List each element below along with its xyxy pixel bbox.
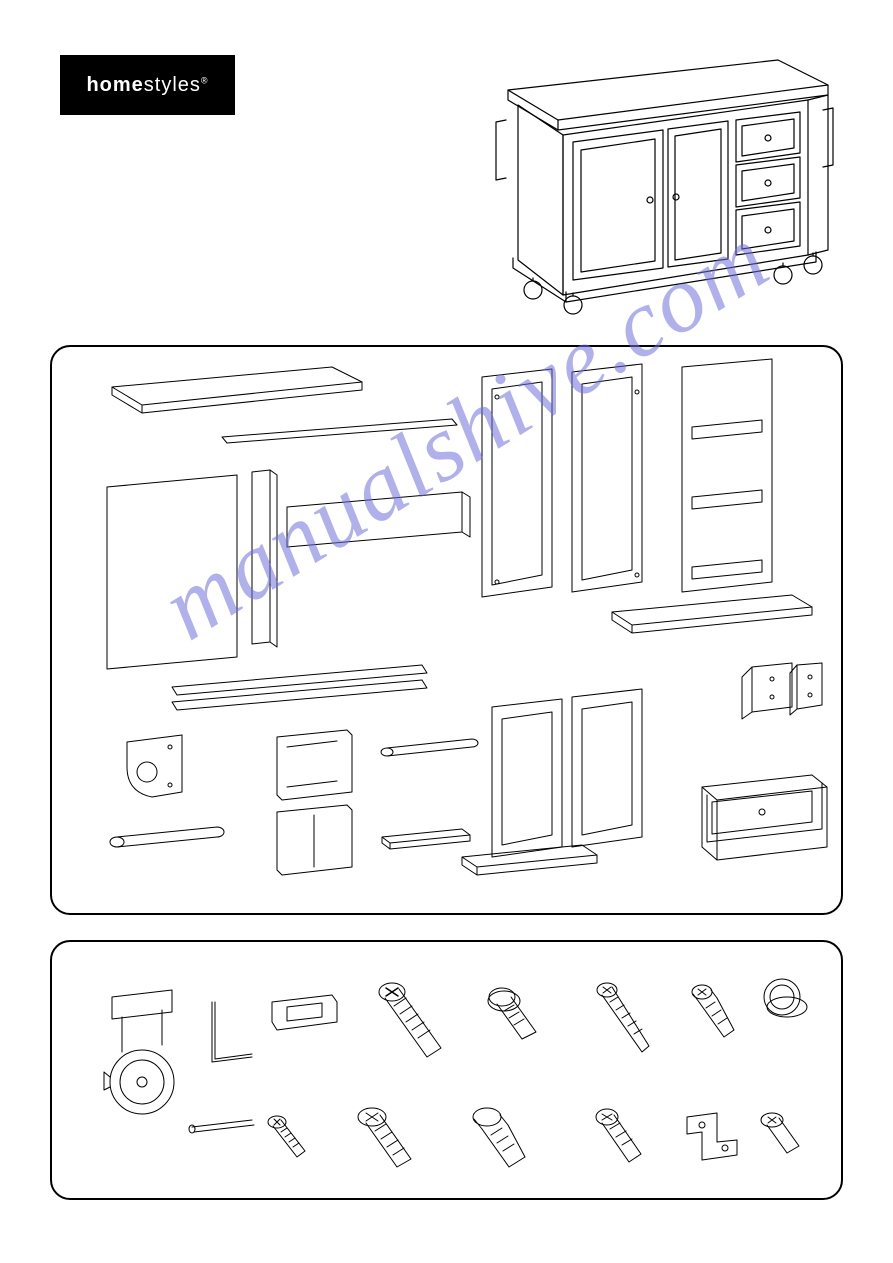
hardware-panel (50, 940, 843, 1200)
logo-light: styles (144, 74, 201, 96)
brand-logo: homestyles® (60, 55, 235, 115)
product-hero-drawing (478, 50, 838, 310)
parts-panel (50, 345, 843, 915)
logo-reg: ® (201, 75, 209, 85)
logo-text: homestyles® (86, 74, 208, 97)
logo-bold: home (86, 74, 143, 96)
